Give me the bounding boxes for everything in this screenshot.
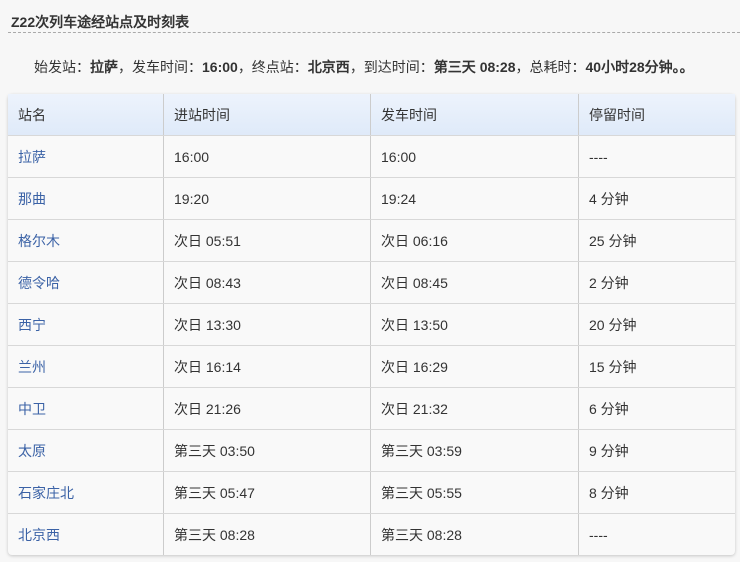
header-departure: 发车时间 bbox=[370, 94, 579, 136]
stop-duration-cell: 9 分钟 bbox=[578, 429, 735, 472]
station-cell: 那曲 bbox=[8, 177, 164, 220]
departure-cell: 第三天 08:28 bbox=[370, 513, 579, 555]
summary-label: 始发站： bbox=[34, 59, 90, 75]
header-stop: 停留时间 bbox=[578, 94, 735, 136]
departure-cell: 次日 06:16 bbox=[370, 219, 579, 262]
header-station: 站名 bbox=[8, 94, 164, 136]
total-duration: 40小时28分钟。。 bbox=[585, 59, 694, 75]
stop-duration-cell: 2 分钟 bbox=[578, 261, 735, 304]
stop-duration-cell: 25 分钟 bbox=[578, 219, 735, 262]
station-link[interactable]: 格尔木 bbox=[18, 232, 60, 249]
summary-label: ，总耗时： bbox=[515, 59, 586, 75]
origin-station: 拉萨 bbox=[90, 59, 118, 75]
departure-cell: 次日 08:45 bbox=[370, 261, 579, 304]
departure-cell: 次日 21:32 bbox=[370, 387, 579, 430]
stop-duration-cell: 15 分钟 bbox=[578, 345, 735, 388]
station-link[interactable]: 北京西 bbox=[18, 526, 60, 543]
header-arrival: 进站时间 bbox=[163, 94, 371, 136]
table-row: 石家庄北 第三天 05:47 第三天 05:55 8 分钟 bbox=[8, 471, 735, 514]
table-row: 太原 第三天 03:50 第三天 03:59 9 分钟 bbox=[8, 429, 735, 472]
arrival-cell: 次日 16:14 bbox=[163, 345, 371, 388]
arrival-cell: 次日 08:43 bbox=[163, 261, 371, 304]
depart-time: 16:00 bbox=[202, 59, 238, 75]
station-link[interactable]: 中卫 bbox=[18, 400, 46, 417]
station-cell: 石家庄北 bbox=[8, 471, 164, 514]
station-link[interactable]: 那曲 bbox=[18, 190, 46, 207]
station-cell: 拉萨 bbox=[8, 135, 164, 178]
divider bbox=[8, 32, 740, 33]
table-row: 格尔木 次日 05:51 次日 06:16 25 分钟 bbox=[8, 219, 735, 262]
departure-cell: 次日 13:50 bbox=[370, 303, 579, 346]
stop-duration-cell: 6 分钟 bbox=[578, 387, 735, 430]
station-link[interactable]: 兰州 bbox=[18, 358, 46, 375]
stop-duration-cell: 20 分钟 bbox=[578, 303, 735, 346]
arrival-cell: 19:20 bbox=[163, 177, 371, 220]
station-link[interactable]: 德令哈 bbox=[18, 274, 60, 291]
departure-cell: 第三天 03:59 bbox=[370, 429, 579, 472]
timetable: 站名 进站时间 发车时间 停留时间 拉萨 16:00 16:00 ---- 那曲 19:2… bbox=[8, 94, 735, 555]
summary-label: ，终点站： bbox=[237, 59, 308, 75]
summary-label: ，到达时间： bbox=[349, 59, 434, 75]
arrive-time: 第三天 08:28 bbox=[433, 59, 516, 75]
station-link[interactable]: 拉萨 bbox=[18, 148, 46, 165]
stop-duration-cell: ---- bbox=[578, 135, 735, 178]
station-cell: 西宁 bbox=[8, 303, 164, 346]
table-row: 德令哈 次日 08:43 次日 08:45 2 分钟 bbox=[8, 261, 735, 304]
destination-station: 北京西 bbox=[307, 59, 350, 75]
departure-cell: 16:00 bbox=[370, 135, 579, 178]
page-title: Z22次列车途经站点及时刻表 bbox=[11, 14, 190, 30]
station-cell: 北京西 bbox=[8, 513, 164, 555]
departure-cell: 第三天 05:55 bbox=[370, 471, 579, 514]
station-cell: 格尔木 bbox=[8, 219, 164, 262]
stop-duration-cell: 4 分钟 bbox=[578, 177, 735, 220]
table-row: 北京西 第三天 08:28 第三天 08:28 ---- bbox=[8, 513, 735, 555]
departure-cell: 19:24 bbox=[370, 177, 579, 220]
stop-duration-cell: ---- bbox=[589, 526, 608, 543]
table-row: 中卫 次日 21:26 次日 21:32 6 分钟 bbox=[8, 387, 735, 430]
arrival-cell: 次日 05:51 bbox=[163, 219, 371, 262]
station-cell: 德令哈 bbox=[8, 261, 164, 304]
arrival-cell: 次日 21:26 bbox=[163, 387, 371, 430]
table-row: 西宁 次日 13:30 次日 13:50 20 分钟 bbox=[8, 303, 735, 346]
table-row: 那曲 19:20 19:24 4 分钟 bbox=[8, 177, 735, 220]
arrival-cell: 16:00 bbox=[163, 135, 371, 178]
station-link[interactable]: 石家庄北 bbox=[18, 484, 74, 501]
table-row: 兰州 次日 16:14 次日 16:29 15 分钟 bbox=[8, 345, 735, 388]
table-header: 站名 进站时间 发车时间 停留时间 bbox=[8, 94, 735, 136]
station-link[interactable]: 太原 bbox=[18, 442, 46, 459]
table-row: 拉萨 16:00 16:00 ---- bbox=[8, 135, 735, 178]
departure-cell: 次日 16:29 bbox=[370, 345, 579, 388]
arrival-cell: 第三天 03:50 bbox=[163, 429, 371, 472]
summary-label: ，发车时间： bbox=[118, 59, 202, 75]
station-link[interactable]: 西宁 bbox=[18, 316, 46, 333]
station-cell: 兰州 bbox=[8, 345, 164, 388]
station-cell: 太原 bbox=[8, 429, 164, 472]
station-cell: 中卫 bbox=[8, 387, 164, 430]
arrival-cell: 次日 13:30 bbox=[163, 303, 371, 346]
arrival-cell: 第三天 05:47 bbox=[163, 471, 371, 514]
route-summary: 始发站：拉萨，发车时间：16:00，终点站：北京西，到达时间：第三天 08:28… bbox=[34, 57, 694, 77]
stop-duration-cell: 8 分钟 bbox=[578, 471, 735, 514]
arrival-cell: 第三天 08:28 bbox=[163, 513, 371, 555]
